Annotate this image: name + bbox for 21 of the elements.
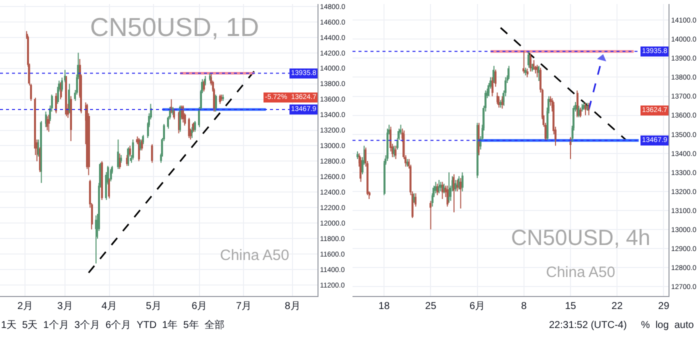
annotation: CN50USD, 4h xyxy=(511,225,650,250)
x-tick-label: 7月 xyxy=(236,301,252,312)
x-tick-label: 25 xyxy=(425,301,437,312)
x-tick-label: 15 xyxy=(564,301,576,312)
x-tick-label: 29 xyxy=(658,301,670,312)
text: % log auto xyxy=(641,320,694,331)
x-tick-label: 4月 xyxy=(102,301,118,312)
x-tick-label: 6月 xyxy=(470,301,486,312)
x-tick-label: 22 xyxy=(612,301,624,312)
annotation: China A50 xyxy=(220,247,290,264)
x-tick-label: 6月 xyxy=(192,301,208,312)
x-tick-label: 5月 xyxy=(146,301,162,312)
x-tick-label: 18 xyxy=(378,301,390,312)
x-tick-label: 8 xyxy=(521,301,528,312)
text: 22:31:52 (UTC-4) xyxy=(549,320,627,331)
annotation: CN50USD, 1D xyxy=(90,12,260,42)
x-tick-label: 2月 xyxy=(17,301,33,312)
text: 1天 5天 1个月 3个月 6个月 YTD 1年 5年 全部 xyxy=(1,319,224,331)
x-tick-label: 3月 xyxy=(57,301,73,312)
annotation: China A50 xyxy=(546,264,616,281)
x-tick-label: 8月 xyxy=(284,301,300,312)
